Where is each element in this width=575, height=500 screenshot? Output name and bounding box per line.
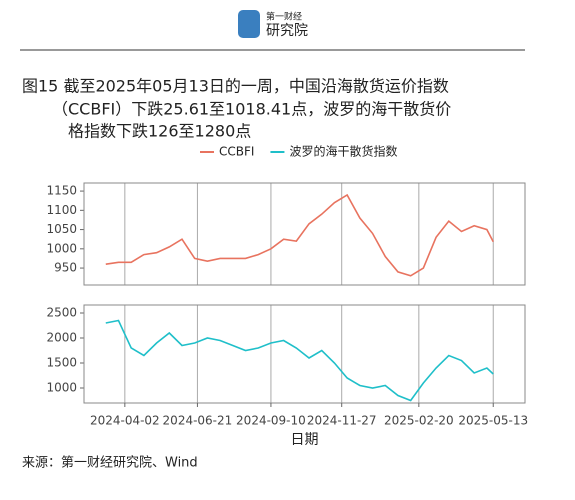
line-series [105,193,494,277]
y-tick-label: 1050 [46,222,77,236]
y-tick-label: 1500 [46,356,77,370]
y-tick-label: 1000 [46,241,77,255]
x-axis-label: 日期 [291,432,319,448]
panel-frame [83,182,526,286]
x-tick-label: 2024-11-27 [307,414,377,428]
title-line: 图15 截至2025年05月13日的一周，中国沿海散货运价指数 [22,77,449,96]
y-tick-label: 1000 [46,381,77,395]
legend-label: CCBFI [219,145,254,159]
logo-small: 第一财经 [266,11,302,23]
logo-big: 研究院 [266,23,308,39]
title-line: （CCBFI）下跌25.61至1018.41点，波罗的海干散货价 [52,100,451,119]
line-series [105,319,494,402]
x-tick-label: 2024-06-21 [163,414,233,428]
logo-icon [238,10,260,38]
x-tick-label: 2024-09-10 [236,414,306,428]
x-tick-label: 2025-05-13 [458,414,528,428]
x-tick-label: 2024-04-02 [90,414,160,428]
x-tick-label: 2025-02-20 [384,414,454,428]
y-tick-label: 1150 [46,184,77,198]
y-tick-label: 2000 [46,331,77,345]
legend-label: 波罗的海干散货指数 [289,144,397,159]
source: 来源：第一财经研究院、Wind [22,456,198,471]
panel-frame [83,304,526,404]
title-line: 格指数下跌126至1280点 [68,122,251,141]
y-tick-label: 1100 [46,203,77,217]
y-tick-label: 950 [54,261,77,275]
y-tick-label: 2500 [46,306,77,320]
